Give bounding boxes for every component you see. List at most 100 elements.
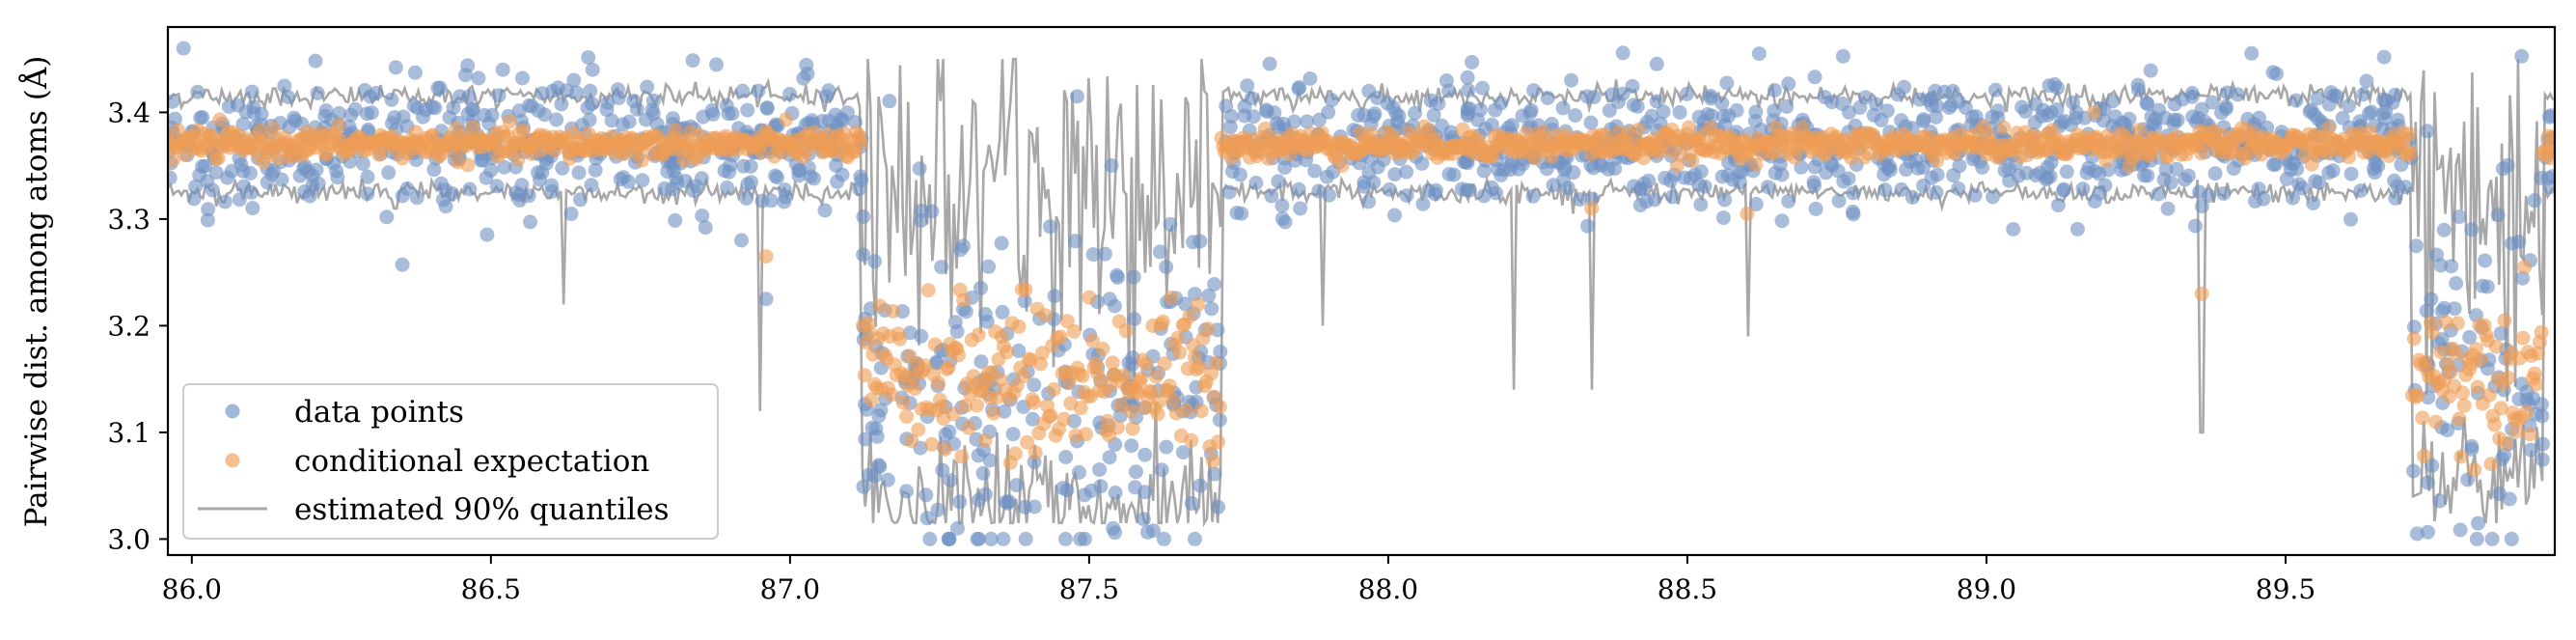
data-point	[1691, 177, 1707, 192]
expectation-point	[2500, 370, 2515, 385]
data-point	[232, 192, 247, 208]
data-point	[244, 184, 260, 200]
data-point	[188, 179, 204, 194]
data-point	[2244, 45, 2260, 61]
data-point	[1085, 247, 1101, 263]
data-point	[805, 113, 820, 128]
data-point	[1834, 96, 1850, 111]
data-point	[830, 174, 845, 189]
data-point	[709, 57, 724, 72]
data-point	[751, 83, 766, 98]
data-point	[640, 79, 655, 95]
data-point	[396, 109, 411, 125]
data-point	[2040, 159, 2055, 175]
data-point	[1556, 173, 1571, 188]
data-point	[1607, 161, 1623, 177]
expectation-point	[168, 153, 180, 168]
data-point	[1866, 107, 1881, 123]
y-tick-label: 3.2	[107, 310, 151, 342]
data-point	[768, 168, 783, 183]
expectation-point	[1034, 346, 1050, 361]
data-point	[918, 487, 934, 503]
data-point	[2425, 458, 2440, 473]
data-point	[2421, 524, 2435, 540]
expectation-point	[1138, 356, 1154, 372]
data-point	[1715, 210, 1731, 226]
expectation-point	[2425, 324, 2440, 340]
data-point	[2028, 97, 2043, 112]
data-point	[580, 100, 595, 115]
data-point	[934, 260, 949, 275]
expectation-point	[460, 157, 476, 173]
data-point	[1291, 181, 1306, 197]
data-point	[343, 107, 359, 123]
expectation-point	[1084, 333, 1100, 348]
data-point	[645, 93, 661, 108]
data-point	[635, 173, 650, 188]
expectation-point	[2381, 148, 2397, 163]
expectation-point	[758, 249, 774, 264]
data-point	[1106, 520, 1121, 536]
data-point	[840, 105, 855, 121]
data-point	[2527, 193, 2542, 209]
data-point	[1213, 344, 1228, 359]
data-point	[569, 85, 585, 100]
data-point	[2069, 221, 2085, 237]
data-point	[363, 89, 378, 104]
data-point	[1626, 97, 1641, 113]
data-point	[1555, 100, 1571, 116]
data-point	[1175, 445, 1191, 460]
expectation-point	[1000, 345, 1015, 360]
data-point	[533, 172, 547, 187]
data-point	[2040, 170, 2055, 185]
expectation-point	[945, 406, 961, 422]
data-point	[1941, 100, 1957, 115]
data-point	[1426, 107, 1441, 123]
data-point	[2201, 188, 2216, 204]
data-point	[1897, 79, 1912, 95]
expectation-point	[212, 112, 228, 127]
data-point	[669, 170, 684, 185]
data-point	[2342, 98, 2356, 114]
data-point	[1693, 197, 1709, 212]
expectation-point	[1164, 290, 1179, 305]
data-point	[2160, 201, 2176, 216]
data-point	[355, 156, 370, 172]
data-point	[1647, 192, 1662, 208]
data-point	[1703, 91, 1718, 106]
data-point	[1223, 109, 1239, 124]
data-point	[288, 113, 303, 128]
data-point	[935, 462, 950, 478]
data-point	[1564, 72, 1579, 88]
data-point	[1967, 187, 1983, 203]
data-point	[260, 175, 275, 190]
data-point	[2207, 166, 2223, 181]
expectation-point	[956, 292, 972, 308]
expectation-point	[1110, 420, 1125, 435]
data-point	[856, 247, 871, 263]
data-point	[1525, 188, 1541, 204]
data-point	[616, 117, 630, 132]
data-point	[1502, 162, 1518, 178]
data-point	[571, 165, 587, 181]
expectation-point	[2194, 286, 2209, 301]
data-point	[994, 236, 1009, 251]
data-point	[2014, 99, 2030, 115]
data-point	[1027, 377, 1042, 393]
data-point	[2184, 86, 2200, 100]
data-point	[235, 117, 251, 132]
data-point	[978, 487, 993, 502]
data-point	[1774, 167, 1790, 182]
data-point	[1137, 447, 1153, 462]
data-point	[1399, 164, 1414, 180]
expectation-point	[1134, 371, 1149, 386]
x-tick-label: 87.0	[760, 573, 820, 605]
expectation-point	[1125, 421, 1140, 436]
data-point	[2436, 222, 2452, 237]
expectation-point	[2415, 410, 2430, 426]
expectation-point	[1191, 297, 1206, 312]
data-point	[2388, 190, 2403, 206]
expectation-point	[907, 381, 922, 397]
expectation-point	[1157, 356, 1172, 372]
data-point	[1307, 163, 1323, 179]
